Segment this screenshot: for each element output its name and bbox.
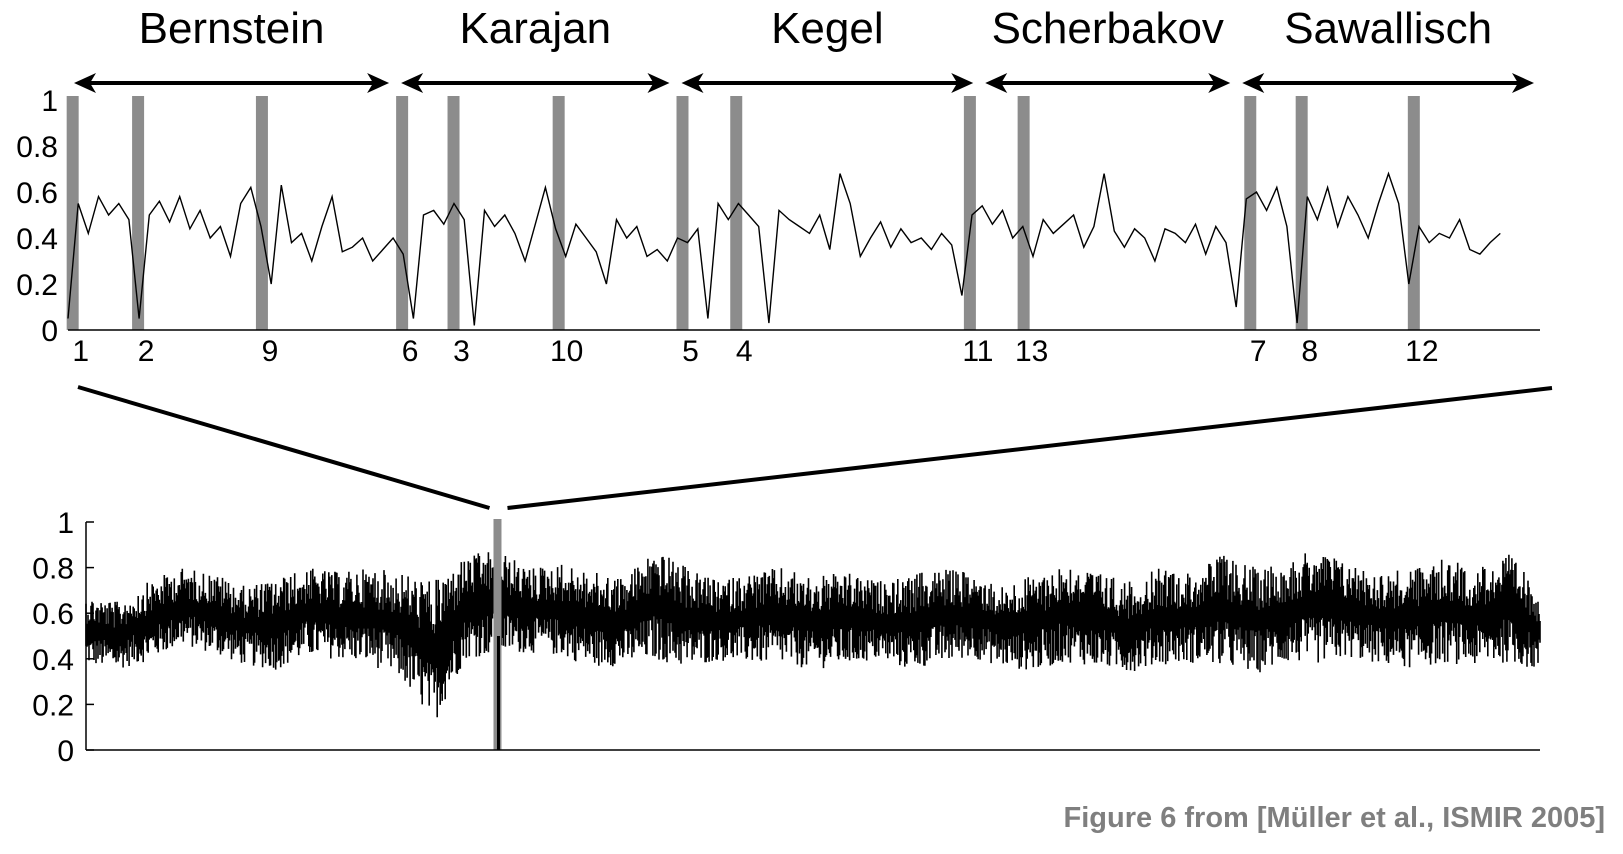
- segment-marker-bar: [676, 96, 689, 330]
- top-chart: 1 2 9 6 3 10 5 4 11 13 7 8 1200.20.40.60.81Bernstein…: [16, 4, 1540, 368]
- performer-name: Scherbakov: [992, 4, 1224, 53]
- segment-marker-bar: [552, 96, 565, 330]
- performer-name: Karajan: [459, 4, 611, 53]
- y-tick-label: 0.6: [32, 598, 74, 631]
- segment-marker-bar: [66, 96, 79, 330]
- segment-marker-bar: [1407, 96, 1420, 330]
- arrowhead-left: [1242, 73, 1265, 93]
- y-tick-label: 0.8: [32, 553, 74, 586]
- segment-marker-label: 13: [1015, 335, 1048, 368]
- y-tick-label: 0.4: [16, 223, 58, 256]
- segment-marker-bar: [132, 96, 145, 330]
- segment-marker-label: 1: [72, 335, 89, 368]
- segment-marker-bar: [1017, 96, 1030, 330]
- y-tick-label: 0: [41, 315, 58, 348]
- arrowhead-right: [647, 73, 670, 93]
- segment-marker-bar: [447, 96, 460, 330]
- y-tick-label: 1: [41, 85, 58, 118]
- y-tick-label: 0: [57, 735, 74, 768]
- arrowhead-right: [1512, 73, 1534, 93]
- segment-marker-bar: [1295, 96, 1308, 330]
- arrowhead-right: [951, 73, 974, 93]
- segment-marker-bar: [730, 96, 743, 330]
- segment-marker-label: 10: [550, 335, 583, 368]
- performer-name: Bernstein: [139, 4, 325, 53]
- y-tick-label: 0.8: [16, 131, 58, 164]
- similarity-signal: [85, 551, 1541, 718]
- segment-marker-label: 3: [453, 335, 470, 368]
- zoom-connector-right: [507, 386, 1553, 510]
- segment-marker-bar: [1244, 96, 1257, 330]
- zoom-connector-lines: [77, 385, 1553, 510]
- arrowhead-left: [681, 73, 704, 93]
- performer-name: Sawallisch: [1284, 4, 1492, 53]
- segment-marker-label: 2: [138, 335, 155, 368]
- figure-caption: Figure 6 from [Müller et al., ISMIR 2005…: [1063, 802, 1605, 834]
- performer-name: Kegel: [771, 4, 884, 53]
- zoom-connector-left: [77, 385, 491, 510]
- y-tick-label: 0.2: [16, 269, 58, 302]
- zoom-region-marker: [493, 519, 502, 750]
- bottom-chart: 0 0.2 0.4 0.6 0.8 1: [32, 507, 1541, 768]
- y-tick-label: 0.2: [32, 689, 74, 722]
- y-tick-label: 0.4: [32, 644, 74, 677]
- similarity-line: [67, 171, 1501, 326]
- segment-marker-label: 8: [1301, 335, 1318, 368]
- y-tick-label: 1: [57, 507, 74, 540]
- segment-marker-label: 6: [402, 335, 419, 368]
- segment-marker-label: 5: [682, 335, 699, 368]
- segment-marker-label: 4: [736, 335, 753, 368]
- arrowhead-right: [367, 73, 390, 93]
- segment-marker-bar: [396, 96, 409, 330]
- segment-marker-label: 7: [1250, 335, 1267, 368]
- arrowhead-left: [985, 73, 1008, 93]
- arrowhead-left: [74, 73, 96, 93]
- arrowhead-right: [1208, 73, 1231, 93]
- segment-marker-bar: [255, 96, 268, 330]
- segment-marker-bar: [963, 96, 976, 330]
- segment-marker-label: 11: [962, 335, 993, 368]
- segment-marker-label: 9: [262, 335, 279, 368]
- segment-marker-label: 12: [1405, 335, 1438, 368]
- y-tick-label: 0.6: [16, 177, 58, 210]
- arrowhead-left: [401, 73, 424, 93]
